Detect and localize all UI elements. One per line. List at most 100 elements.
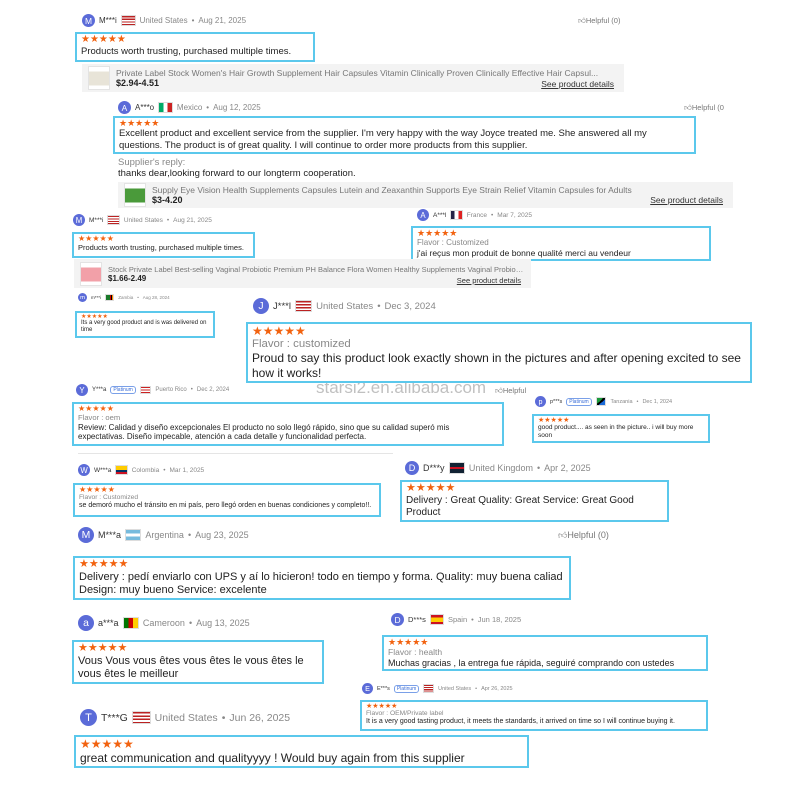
review-date: Apr 2, 2025	[544, 463, 591, 473]
review-text: Its a very good product and is was deliv…	[81, 320, 207, 334]
review-text: Vous Vous vous êtes vous êtes le vous êt…	[78, 654, 304, 680]
product-info: Private Label Stock Women's Hair Growth …	[116, 68, 618, 88]
flavor-label: Flavor : health	[388, 647, 443, 658]
star-rating: ★★★★★	[538, 417, 570, 424]
avatar: p	[535, 396, 546, 407]
review-content-box: ★★★★★ Its a very good product and is was …	[75, 311, 215, 338]
review-header: a a***a Cameroon • Aug 13, 2025	[78, 615, 250, 631]
helpful-button[interactable]: 👍︎Helpful (0)	[578, 16, 620, 26]
reviewer-country: United States	[123, 216, 163, 224]
separator-dot: •	[471, 615, 474, 624]
separator-dot: •	[191, 16, 195, 25]
review-text: Muchas gracias , la entrega fue rápida, …	[388, 657, 675, 668]
flag-icon	[115, 465, 128, 475]
reviewer-country: United States	[154, 711, 218, 724]
review-text: It is a very good tasting product, it me…	[366, 718, 675, 726]
review-content-box: ★★★★★ Vous Vous vous êtes vous êtes le vo…	[72, 640, 324, 684]
review-text: Products worth trusting, purchased multi…	[78, 243, 244, 253]
helpful-button[interactable]: 👍︎Helpful	[495, 386, 526, 396]
flavor-label: Flavor : customized	[252, 337, 351, 350]
review-content-box: ★★★★★ Flavor : OEM/Private label It is a v…	[360, 700, 708, 731]
avatar: D	[391, 613, 404, 626]
platinum-badge: Platinum	[393, 684, 420, 693]
review-header: A A***o Mexico • Aug 12, 2025	[118, 101, 261, 114]
flag-icon	[450, 210, 463, 220]
review-text: Review: Calidad y diseño excepcionales E…	[78, 422, 450, 442]
separator-dot: •	[377, 300, 381, 312]
product-card[interactable]: Private Label Stock Women's Hair Growth …	[82, 64, 624, 92]
separator-dot: •	[163, 466, 166, 474]
reviewer-name: p***s	[550, 398, 563, 405]
review-date: Aug 23, 2025	[195, 530, 249, 540]
reviewer-country: Colombia	[131, 466, 160, 474]
flag-icon	[131, 710, 151, 725]
thumbs-up-icon: 👍︎	[558, 530, 568, 540]
flag-icon	[139, 385, 152, 395]
review-text: j'ai reçus mon produit de bonne qualité …	[417, 248, 631, 259]
review-date: Jun 18, 2025	[477, 615, 522, 624]
divider	[78, 453, 393, 454]
reviewer-country: Cameroon	[142, 618, 185, 628]
star-rating: ★★★★★	[78, 404, 114, 413]
flag-icon	[158, 102, 173, 113]
product-thumbnail	[124, 183, 146, 207]
review-header: W W***a Colombia • Mar 1, 2025	[78, 464, 204, 476]
reviewer-country: Puerto Rico	[155, 387, 187, 393]
review-content-box: ★★★★★ Delivery : pedí enviarlo con UPS y …	[73, 556, 571, 600]
review-text: Excellent product and excellent service …	[119, 128, 647, 151]
avatar: M	[73, 214, 85, 226]
review-date: Aug 21, 2025	[173, 216, 212, 224]
separator-dot: •	[137, 295, 139, 300]
reviewer-country: United States	[139, 16, 188, 25]
supplier-reply-label: Supplier's reply:	[118, 157, 186, 168]
supplier-reply-text: thanks dear,looking forward to our longt…	[118, 168, 356, 180]
review-header: E E***s Platinum United States • Apr 26, 2025	[362, 683, 513, 694]
separator-dot: •	[166, 216, 170, 224]
review-text: great communication and qualityyyy ! Wou…	[80, 750, 465, 765]
review-content-box: ★★★★★ Products worth trusting, purchased …	[72, 232, 255, 258]
see-product-details-link[interactable]: See product details	[541, 79, 614, 89]
review-header: D D***s Spain • Jun 18, 2025	[391, 613, 521, 626]
review-date: Dec 1, 2024	[642, 398, 673, 405]
watermark: starsi2.en.alibaba.com	[316, 378, 487, 397]
flavor-label: Flavor : Customized	[79, 494, 139, 502]
flag-icon	[448, 462, 465, 474]
see-product-details-link[interactable]: See product details	[650, 195, 723, 205]
avatar: Y	[76, 384, 88, 396]
review-content-box: ★★★★★ Flavor : health Muchas gracias , la …	[382, 635, 708, 672]
reviewer-name: W***a	[94, 466, 112, 474]
product-title: Private Label Stock Women's Hair Growth …	[116, 68, 599, 78]
see-product-details-link[interactable]: See product details	[456, 276, 521, 285]
flag-icon	[294, 299, 313, 313]
reviewer-name: M***a	[98, 530, 122, 540]
avatar: M	[78, 527, 94, 543]
reviewer-name: m***i	[91, 295, 102, 300]
separator-dot: •	[206, 103, 210, 112]
review-date: Apr 26, 2025	[481, 685, 513, 692]
reviewer-country: Argentina	[145, 530, 184, 540]
review-date: Aug 13, 2025	[196, 618, 250, 628]
reviewer-country: United States	[438, 685, 472, 692]
flag-icon	[105, 294, 115, 301]
reviewer-name: A***o	[135, 103, 155, 112]
review-date: Dec 2, 2024	[196, 387, 230, 393]
helpful-button[interactable]: 👍︎Helpful (0)	[558, 530, 609, 541]
helpful-label: Helpful (0)	[585, 16, 621, 25]
product-card[interactable]: Stock Private Label Best-selling Vaginal…	[74, 259, 531, 288]
separator-dot: •	[187, 530, 192, 540]
product-card[interactable]: Supply Eye Vision Health Supplements Cap…	[118, 182, 733, 208]
product-price: $1.66-2.49	[108, 273, 147, 283]
reviewer-country: United States	[316, 300, 374, 312]
product-title: Supply Eye Vision Health Supplements Cap…	[152, 185, 632, 195]
flag-icon	[120, 15, 136, 26]
helpful-label: Helpful	[502, 386, 527, 395]
review-text: Delivery : pedí enviarlo con UPS y aí lo…	[79, 570, 563, 596]
star-rating: ★★★★★	[252, 324, 306, 338]
review-content-box: ★★★★★ Flavor : Customized j'ai reçus mon p…	[411, 226, 711, 262]
helpful-button[interactable]: 👍︎Helpful (0	[684, 103, 724, 113]
product-thumbnail	[88, 66, 110, 90]
separator-dot: •	[491, 211, 494, 219]
review-content-box: ★★★★★ Flavor : Customized se demoró mucho …	[73, 483, 381, 517]
flavor-label: Flavor : oem	[78, 413, 121, 423]
star-rating: ★★★★★	[81, 34, 126, 45]
